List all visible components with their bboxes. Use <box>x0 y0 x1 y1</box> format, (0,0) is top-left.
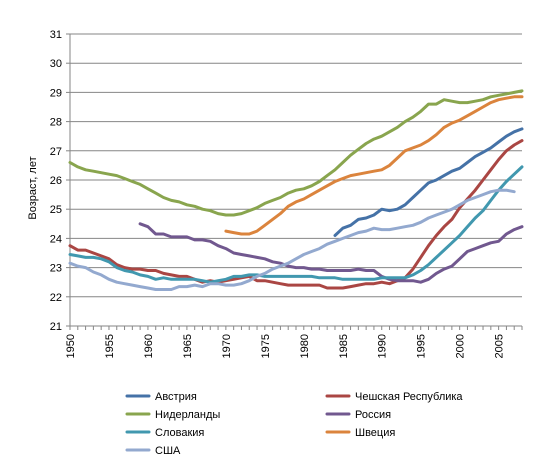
series-line-4 <box>138 222 524 284</box>
series-line-7 <box>68 188 516 291</box>
legend-label: Швеция <box>355 427 395 439</box>
x-tick-label: 1980 <box>299 334 311 358</box>
axes <box>66 33 523 330</box>
x-tick-label: 2000 <box>455 334 467 358</box>
legend-label: Австрия <box>155 391 197 403</box>
x-tick-label: 1960 <box>143 334 155 358</box>
y-tick-label: 30 <box>50 58 62 70</box>
gridlines <box>70 33 522 327</box>
legend: Австрия Чешская Республика Нидерланды Росси… <box>125 391 463 457</box>
x-tick-label: 1955 <box>104 334 116 358</box>
y-tick-label: 23 <box>50 263 62 275</box>
y-tick-label: 29 <box>50 87 62 99</box>
y-tick-labels: 21 22 23 24 25 26 27 28 29 30 31 <box>50 29 62 333</box>
legend-label: Словакия <box>155 427 204 439</box>
y-tick-label: 26 <box>50 175 62 187</box>
x-tick-label: 1970 <box>221 334 233 358</box>
x-tick-labels: 1950 1955 1960 1965 1970 1975 1980 1985 1990 1995… <box>65 334 506 358</box>
legend-label: Чешская Республика <box>355 391 463 403</box>
legend-label: Нидерланды <box>155 409 220 421</box>
y-tick-label: 24 <box>50 233 62 245</box>
y-axis-title: Возраст, лет <box>27 156 39 219</box>
x-tick-label: 1985 <box>338 334 350 358</box>
series-lines <box>68 89 524 291</box>
series-line-3 <box>68 89 524 217</box>
x-tick-label: 1975 <box>260 334 272 358</box>
y-tick-label: 27 <box>50 146 62 158</box>
legend-label: США <box>155 445 181 457</box>
series-line-2 <box>68 139 524 290</box>
legend-label: Россия <box>355 409 391 421</box>
x-tick-label: 2005 <box>494 334 506 358</box>
x-tick-label: 1990 <box>377 334 389 358</box>
series-line-6 <box>224 95 524 236</box>
y-tick-label: 25 <box>50 204 62 216</box>
y-tick-label: 31 <box>50 29 62 41</box>
y-tick-label: 21 <box>50 321 62 333</box>
y-tick-label: 22 <box>50 292 62 304</box>
x-tick-label: 1950 <box>65 334 77 358</box>
y-tick-label: 28 <box>50 117 62 129</box>
x-tick-label: 1965 <box>182 334 194 358</box>
x-tick-label: 1995 <box>416 334 428 358</box>
series-line-1 <box>333 127 524 237</box>
series-line-5 <box>68 165 524 284</box>
